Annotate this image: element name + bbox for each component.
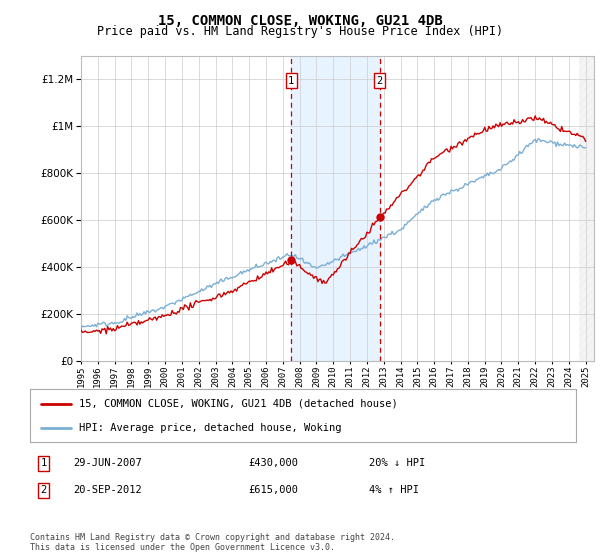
Text: 2: 2	[376, 76, 383, 86]
Text: 15, COMMON CLOSE, WOKING, GU21 4DB: 15, COMMON CLOSE, WOKING, GU21 4DB	[158, 14, 442, 28]
Text: HPI: Average price, detached house, Woking: HPI: Average price, detached house, Woki…	[79, 423, 341, 433]
Text: £615,000: £615,000	[248, 486, 298, 496]
Text: 20-SEP-2012: 20-SEP-2012	[74, 486, 142, 496]
Text: 2: 2	[41, 486, 47, 496]
Text: 15, COMMON CLOSE, WOKING, GU21 4DB (detached house): 15, COMMON CLOSE, WOKING, GU21 4DB (deta…	[79, 399, 398, 409]
Text: 1: 1	[41, 458, 47, 468]
Text: This data is licensed under the Open Government Licence v3.0.: This data is licensed under the Open Gov…	[30, 543, 335, 552]
Bar	[579, 56, 594, 361]
Text: Price paid vs. HM Land Registry's House Price Index (HPI): Price paid vs. HM Land Registry's House …	[97, 25, 503, 38]
Text: £430,000: £430,000	[248, 458, 298, 468]
Text: 29-JUN-2007: 29-JUN-2007	[74, 458, 142, 468]
Text: Contains HM Land Registry data © Crown copyright and database right 2024.: Contains HM Land Registry data © Crown c…	[30, 533, 395, 542]
Text: 1: 1	[288, 76, 295, 86]
Bar	[291, 56, 380, 361]
Text: 4% ↑ HPI: 4% ↑ HPI	[368, 486, 419, 496]
Text: 20% ↓ HPI: 20% ↓ HPI	[368, 458, 425, 468]
